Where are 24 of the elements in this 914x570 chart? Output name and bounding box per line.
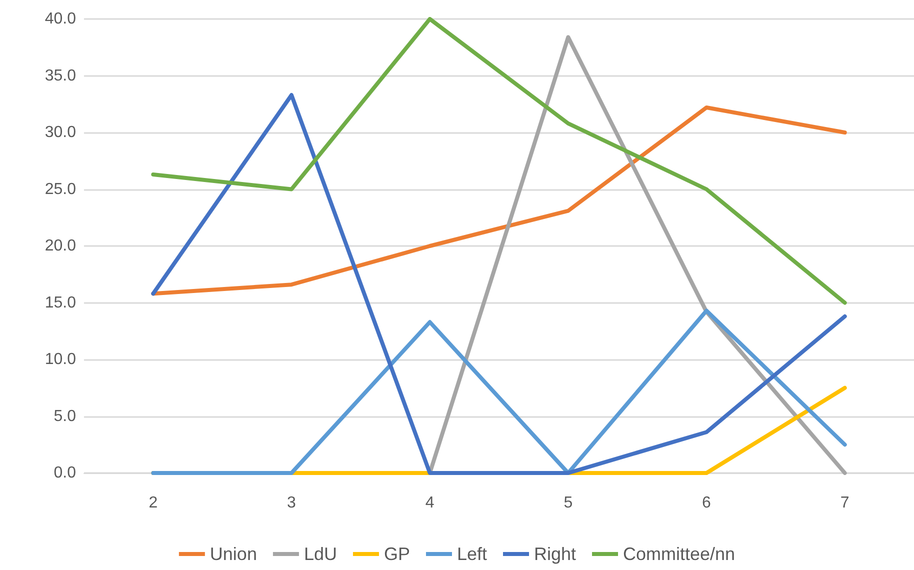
line-series xyxy=(151,308,847,475)
legend-label: Committee/nn xyxy=(623,544,736,564)
line-series xyxy=(151,17,847,305)
x-tick-label: 2 xyxy=(148,494,158,512)
y-tick-label: 35.0 xyxy=(44,67,76,84)
y-tick-label: 0.0 xyxy=(54,464,76,482)
y-tick-label: 40.0 xyxy=(44,10,76,28)
x-tick-label: 5 xyxy=(564,494,573,512)
legend-label: Union xyxy=(210,544,257,564)
y-tick-label: 10.0 xyxy=(44,351,76,368)
legend-label: Left xyxy=(456,544,488,564)
y-tick-label: 25.0 xyxy=(44,180,76,198)
legend-label: GP xyxy=(384,544,410,564)
x-tick-label: 3 xyxy=(287,494,296,512)
y-tick-label: 15.0 xyxy=(44,294,76,312)
y-tick-label: 20.0 xyxy=(44,238,76,254)
x-tick-label: 7 xyxy=(840,494,850,512)
line-series xyxy=(151,93,847,475)
legend-label: Right xyxy=(534,544,576,564)
x-tick-label: 4 xyxy=(425,494,434,512)
x-tick-label: 6 xyxy=(702,494,712,512)
y-tick-label: 30.0 xyxy=(44,124,76,141)
legend-label: LdU xyxy=(304,544,337,564)
y-tick-label: 5.0 xyxy=(54,408,76,425)
